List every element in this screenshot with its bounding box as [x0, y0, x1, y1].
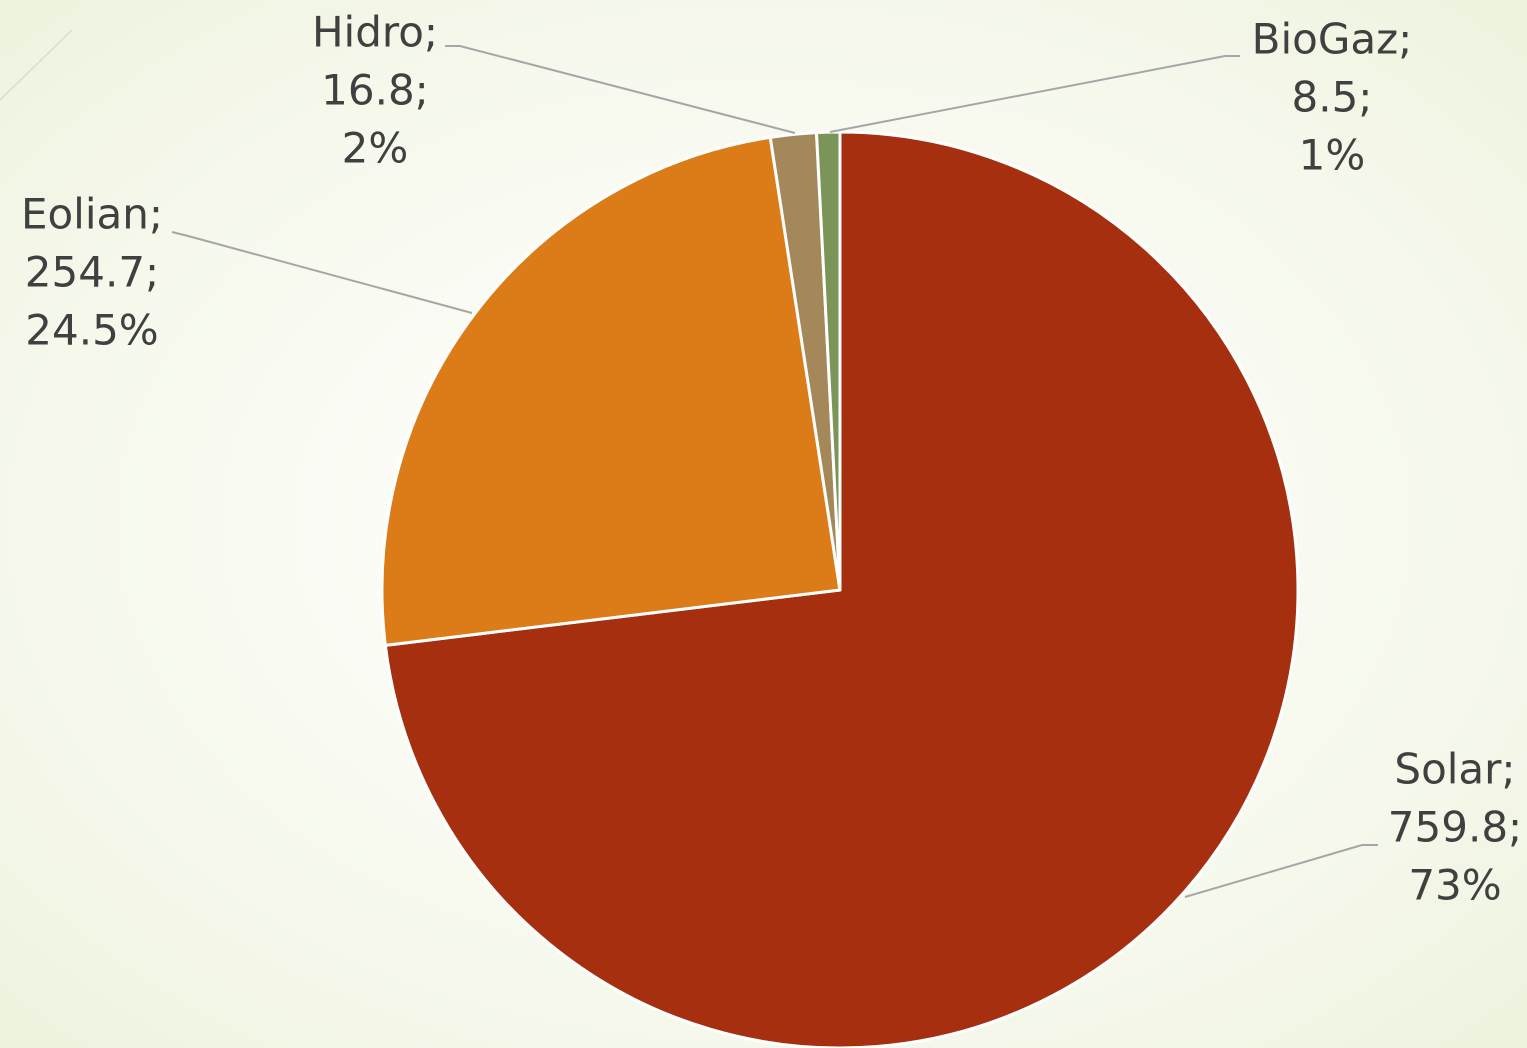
decor-line	[0, 29, 73, 101]
leader-lines	[171, 45, 1378, 898]
leader-line	[445, 45, 796, 134]
pie-slice	[383, 130, 1300, 1048]
leader-line	[1184, 844, 1378, 898]
pie-slice	[380, 135, 842, 647]
slice-label-value: 8.5;	[1292, 73, 1373, 122]
slice-label-value: 254.7;	[25, 248, 159, 297]
slice-label-name: Solar;	[1394, 745, 1515, 794]
slice-label-value: 759.8;	[1388, 803, 1522, 852]
leader-line	[829, 55, 1240, 133]
pie-slice	[814, 130, 842, 592]
slice-label-percent: 24.5%	[25, 306, 158, 355]
slice-label-value: 16.8;	[321, 66, 429, 115]
slice-label-name: Eolian;	[21, 190, 163, 239]
slice-label-name: BioGaz;	[1252, 15, 1413, 64]
leader-line	[171, 231, 473, 314]
pie	[380, 130, 1300, 1048]
slice-label-percent: 73%	[1408, 861, 1501, 910]
slice-label-percent: 2%	[342, 124, 409, 173]
slice-label-name: Hidro;	[312, 8, 438, 57]
slice-label-percent: 1%	[1299, 131, 1366, 180]
